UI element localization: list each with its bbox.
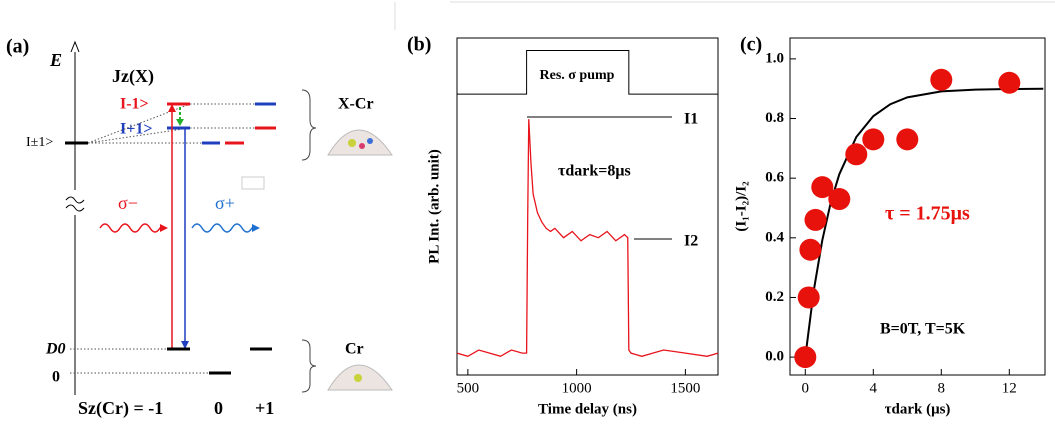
annotation: B=0T, T=5K [880, 321, 966, 338]
particle [348, 139, 356, 147]
y-tick-label: 0.2 [765, 289, 784, 305]
x-tick-label: 500 [457, 380, 480, 396]
particle [354, 374, 362, 382]
annotation: I2 [684, 233, 698, 250]
arrow-head [168, 104, 176, 112]
plot-frame [789, 37, 1046, 376]
photon [191, 223, 255, 233]
data-point [799, 238, 822, 261]
annotation: I1 [684, 111, 698, 128]
energy-label: E [49, 50, 62, 70]
x-tick-label: 12 [1002, 380, 1017, 396]
particle [367, 138, 373, 144]
sz-label: 0 [214, 398, 223, 418]
guide [70, 348, 210, 374]
axis-break [65, 196, 85, 212]
y-tick-label: 1.0 [765, 50, 784, 66]
arrow-head [252, 224, 260, 232]
box [241, 176, 265, 190]
pump-trace [457, 49, 718, 95]
y-tick-label: 0.6 [765, 170, 784, 186]
annotation: τdark=8μs [558, 163, 631, 180]
state-label: I±1> [26, 135, 53, 150]
state-label: I+1> [120, 121, 152, 138]
y-axis-label: (I₁-I₂)/I₂ [733, 181, 749, 232]
data-point [804, 208, 827, 231]
sigma-label: σ− [118, 193, 138, 213]
data-point [811, 176, 834, 199]
axis-arrow [70, 40, 80, 53]
y-axis-label: PL Int. (arb. unit) [426, 149, 442, 264]
panel-label: (b) [407, 34, 431, 56]
d0-label: D0 [45, 341, 66, 358]
data-point [794, 346, 817, 369]
plot-frame [456, 37, 719, 376]
dot-icon [327, 129, 393, 156]
data-point [845, 143, 868, 166]
y-tick-label: 0.4 [765, 229, 784, 245]
data-point [998, 71, 1021, 94]
x-tick-label: 1500 [670, 380, 700, 396]
particle [359, 143, 365, 149]
data-point [896, 128, 919, 151]
x-tick-label: 0 [802, 380, 810, 396]
photon [99, 223, 163, 233]
x-axis-label: τdark (μs) [885, 401, 951, 417]
x-tick-label: 8 [938, 380, 946, 396]
panel-a: (a) E Jz(X) I-1> I+1> I±1> σ− σ+ D0 0 [6, 36, 393, 419]
cr-label: Cr [345, 341, 364, 358]
data-point [930, 68, 953, 91]
panel-label: (c) [740, 34, 762, 56]
fit-line [804, 87, 1044, 358]
pl-trace [456, 119, 719, 357]
annotation: τ = 1.75μs [885, 203, 970, 225]
sigma-label: σ+ [215, 193, 235, 213]
y-tick-label: 0.8 [765, 110, 784, 126]
annotation: Res. σ pump [540, 68, 615, 83]
x-tick-label: 4 [870, 380, 878, 396]
brace [301, 89, 317, 161]
x-axis-label: Time delay (ns) [538, 401, 637, 417]
arrow-head [160, 224, 168, 232]
arrow-head [176, 119, 184, 126]
xcr-label: X-Cr [338, 96, 374, 113]
sz-label: +1 [255, 398, 274, 418]
data-point [797, 286, 820, 309]
x-tick-label: 1000 [562, 380, 592, 396]
y-tick-label: 0.0 [765, 349, 784, 365]
state-label: I-1> [120, 96, 149, 113]
data-point [828, 188, 851, 211]
jz-label: Jz(X) [112, 66, 154, 87]
brace [301, 339, 317, 393]
sz-label: Sz(Cr) = -1 [78, 398, 163, 419]
data-point [862, 128, 885, 151]
panel-label: (a) [6, 36, 29, 58]
arrow-head [181, 341, 189, 349]
zero-label: 0 [52, 369, 60, 386]
